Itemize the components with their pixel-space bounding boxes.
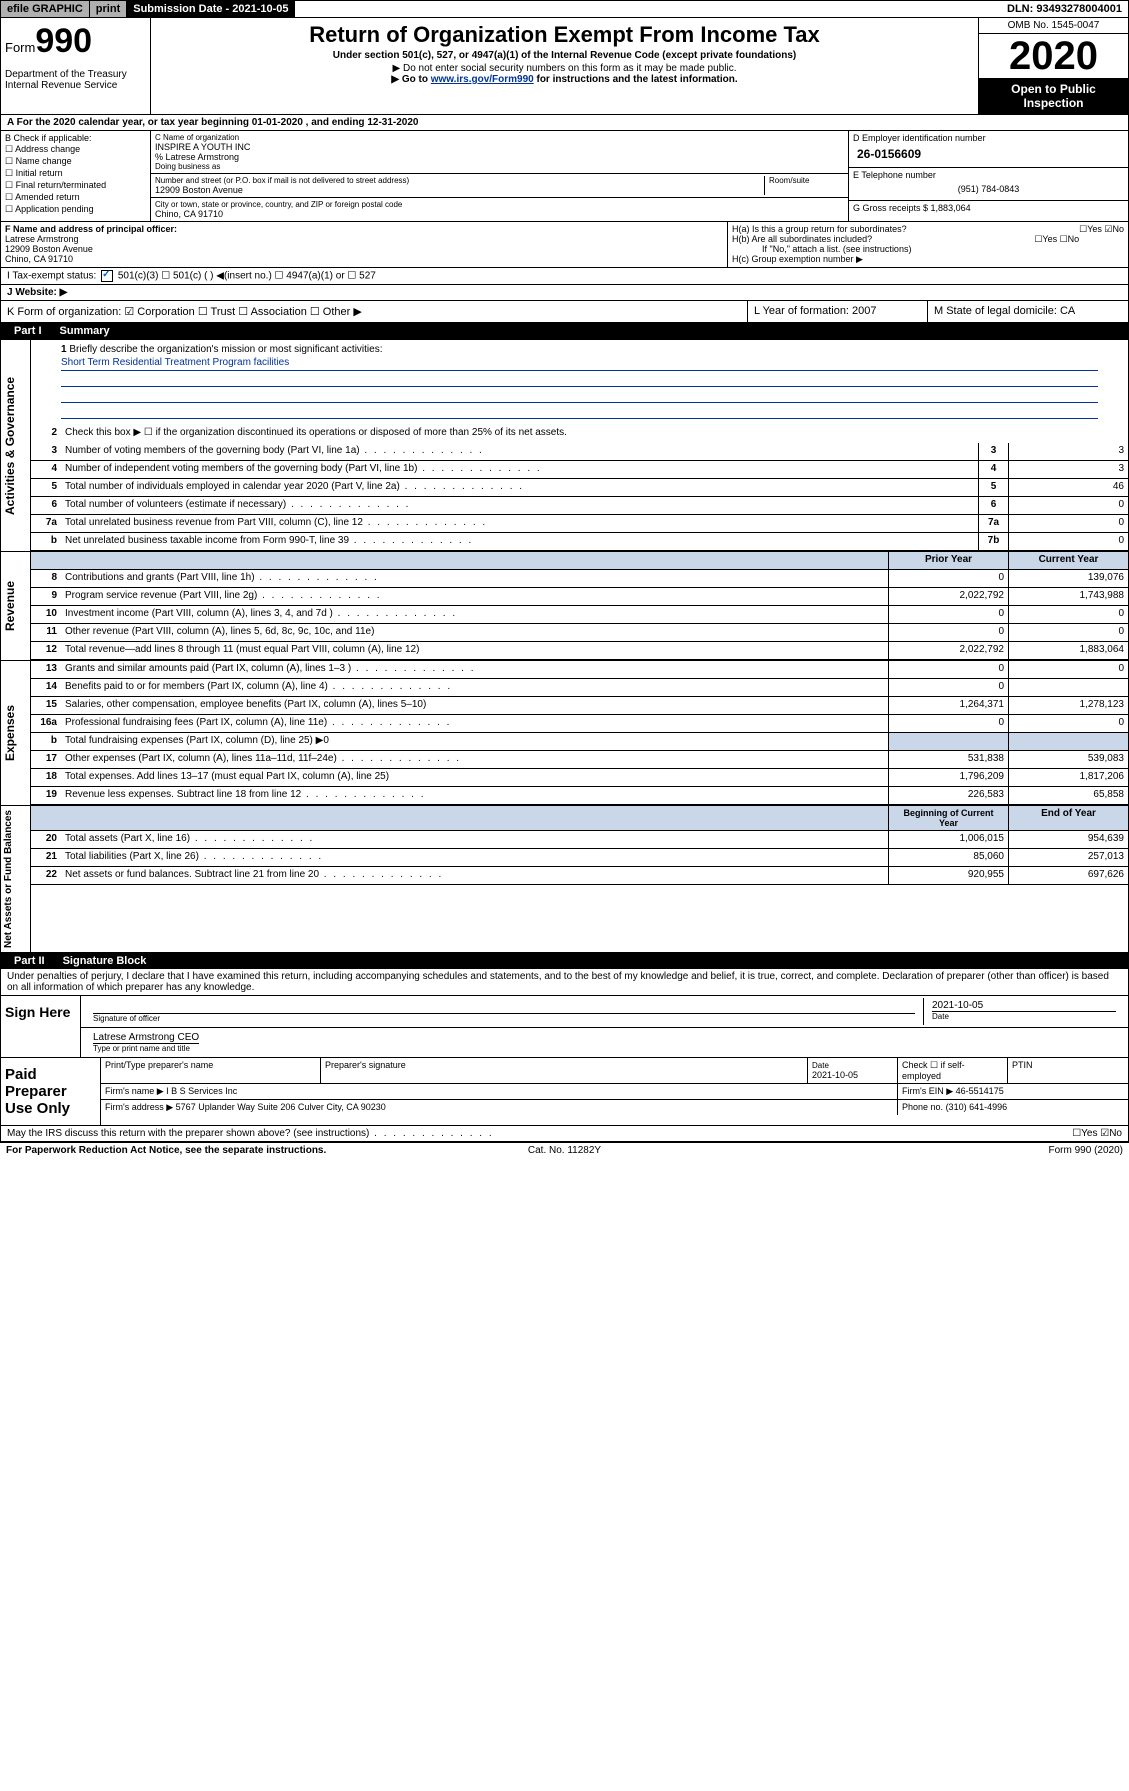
val-3: 3: [1008, 443, 1128, 460]
side-expenses: Expenses: [1, 661, 31, 805]
paid-preparer-label: Paid Preparer Use Only: [1, 1058, 101, 1125]
box-k: K Form of organization: ☑ Corporation ☐ …: [1, 301, 748, 322]
form-title: Return of Organization Exempt From Incom…: [161, 22, 968, 48]
box-i: I Tax-exempt status: 501(c)(3) ☐ 501(c) …: [0, 268, 1129, 285]
form-id-box: Form990 Department of the Treasury Inter…: [1, 18, 151, 114]
mission-text: Short Term Residential Treatment Program…: [61, 357, 1098, 371]
box-j: J Website: ▶: [0, 285, 1129, 301]
print-button[interactable]: print: [89, 1, 126, 17]
firm-phone: (310) 641-4996: [946, 1102, 1008, 1112]
dln-label: DLN: 93493278004001: [1001, 1, 1128, 17]
paperwork-notice: For Paperwork Reduction Act Notice, see …: [6, 1145, 378, 1156]
val-4: 3: [1008, 461, 1128, 478]
perjury-declaration: Under penalties of perjury, I declare th…: [1, 969, 1128, 995]
efile-label: efile GRAPHIC: [1, 1, 89, 17]
care-of: % Latrese Armstrong: [155, 152, 844, 162]
revenue-grid: Revenue Prior YearCurrent Year 8Contribu…: [0, 552, 1129, 661]
street-address: 12909 Boston Avenue: [155, 185, 764, 195]
firm-address: 5767 Uplander Way Suite 206 Culver City,…: [176, 1102, 386, 1112]
summary-grid: Activities & Governance 1 Briefly descri…: [0, 339, 1129, 552]
cat-no: Cat. No. 11282Y: [378, 1145, 750, 1156]
box-b: B Check if applicable: ☐ Address change …: [1, 131, 151, 221]
top-bar: efile GRAPHIC print Submission Date - 20…: [0, 0, 1129, 18]
period-row: A For the 2020 calendar year, or tax yea…: [0, 115, 1129, 131]
firm-ein: 46-5514175: [956, 1086, 1004, 1096]
row-klm: K Form of organization: ☑ Corporation ☐ …: [0, 301, 1129, 323]
box-m: M State of legal domicile: CA: [928, 301, 1128, 322]
telephone: (951) 784-0843: [853, 180, 1124, 198]
box-h: H(a) Is this a group return for subordin…: [728, 222, 1128, 267]
row-fh: F Name and address of principal officer:…: [0, 222, 1129, 268]
box-f: F Name and address of principal officer:…: [1, 222, 728, 267]
officer-name-title: Latrese Armstrong CEO: [93, 1032, 199, 1044]
footer: For Paperwork Reduction Act Notice, see …: [0, 1142, 1129, 1158]
side-governance: Activities & Governance: [1, 340, 31, 551]
open-public-label: Open to Public Inspection: [979, 78, 1128, 114]
form-header: Form990 Department of the Treasury Inter…: [0, 18, 1129, 115]
netassets-grid: Net Assets or Fund Balances Beginning of…: [0, 806, 1129, 953]
form-note2: ▶ Go to www.irs.gov/Form990 for instruct…: [161, 74, 968, 85]
val-5: 46: [1008, 479, 1128, 496]
org-name: INSPIRE A YOUTH INC: [155, 142, 844, 152]
val-7b: 0: [1008, 533, 1128, 550]
expenses-grid: Expenses 13Grants and similar amounts pa…: [0, 661, 1129, 806]
submission-date: Submission Date - 2021-10-05: [126, 1, 294, 17]
omb-number: OMB No. 1545-0047: [979, 18, 1128, 34]
form-note1: ▶ Do not enter social security numbers o…: [161, 63, 968, 74]
form-ref: Form 990 (2020): [751, 1145, 1123, 1156]
city-state-zip: Chino, CA 91710: [155, 209, 844, 219]
firm-name: I B S Services Inc: [166, 1086, 237, 1096]
form-label: Form: [5, 40, 35, 55]
sign-here-label: Sign Here: [1, 996, 81, 1057]
side-revenue: Revenue: [1, 552, 31, 660]
side-netassets: Net Assets or Fund Balances: [1, 806, 31, 952]
val-6: 0: [1008, 497, 1128, 514]
val-7a: 0: [1008, 515, 1128, 532]
part1-header: Part I Summary: [0, 323, 1129, 339]
signature-section: Under penalties of perjury, I declare th…: [0, 969, 1129, 1142]
box-c: C Name of organization INSPIRE A YOUTH I…: [151, 131, 848, 221]
form-number: 990: [35, 22, 92, 60]
year-box: OMB No. 1545-0047 2020 Open to Public In…: [978, 18, 1128, 114]
box-l: L Year of formation: 2007: [748, 301, 928, 322]
dept-label: Department of the Treasury Internal Reve…: [5, 69, 146, 91]
ein-value: 26-0156609: [853, 143, 1124, 165]
501c3-checkbox[interactable]: [101, 270, 113, 282]
box-d: D Employer identification number 26-0156…: [848, 131, 1128, 221]
form-subtitle: Under section 501(c), 527, or 4947(a)(1)…: [161, 50, 968, 61]
tax-year: 2020: [979, 34, 1128, 78]
info-grid: B Check if applicable: ☐ Address change …: [0, 131, 1129, 222]
title-box: Return of Organization Exempt From Incom…: [151, 18, 978, 114]
part2-header: Part II Signature Block: [0, 953, 1129, 969]
irs-link[interactable]: www.irs.gov/Form990: [431, 74, 534, 85]
gross-receipts: 1,883,064: [931, 203, 971, 213]
